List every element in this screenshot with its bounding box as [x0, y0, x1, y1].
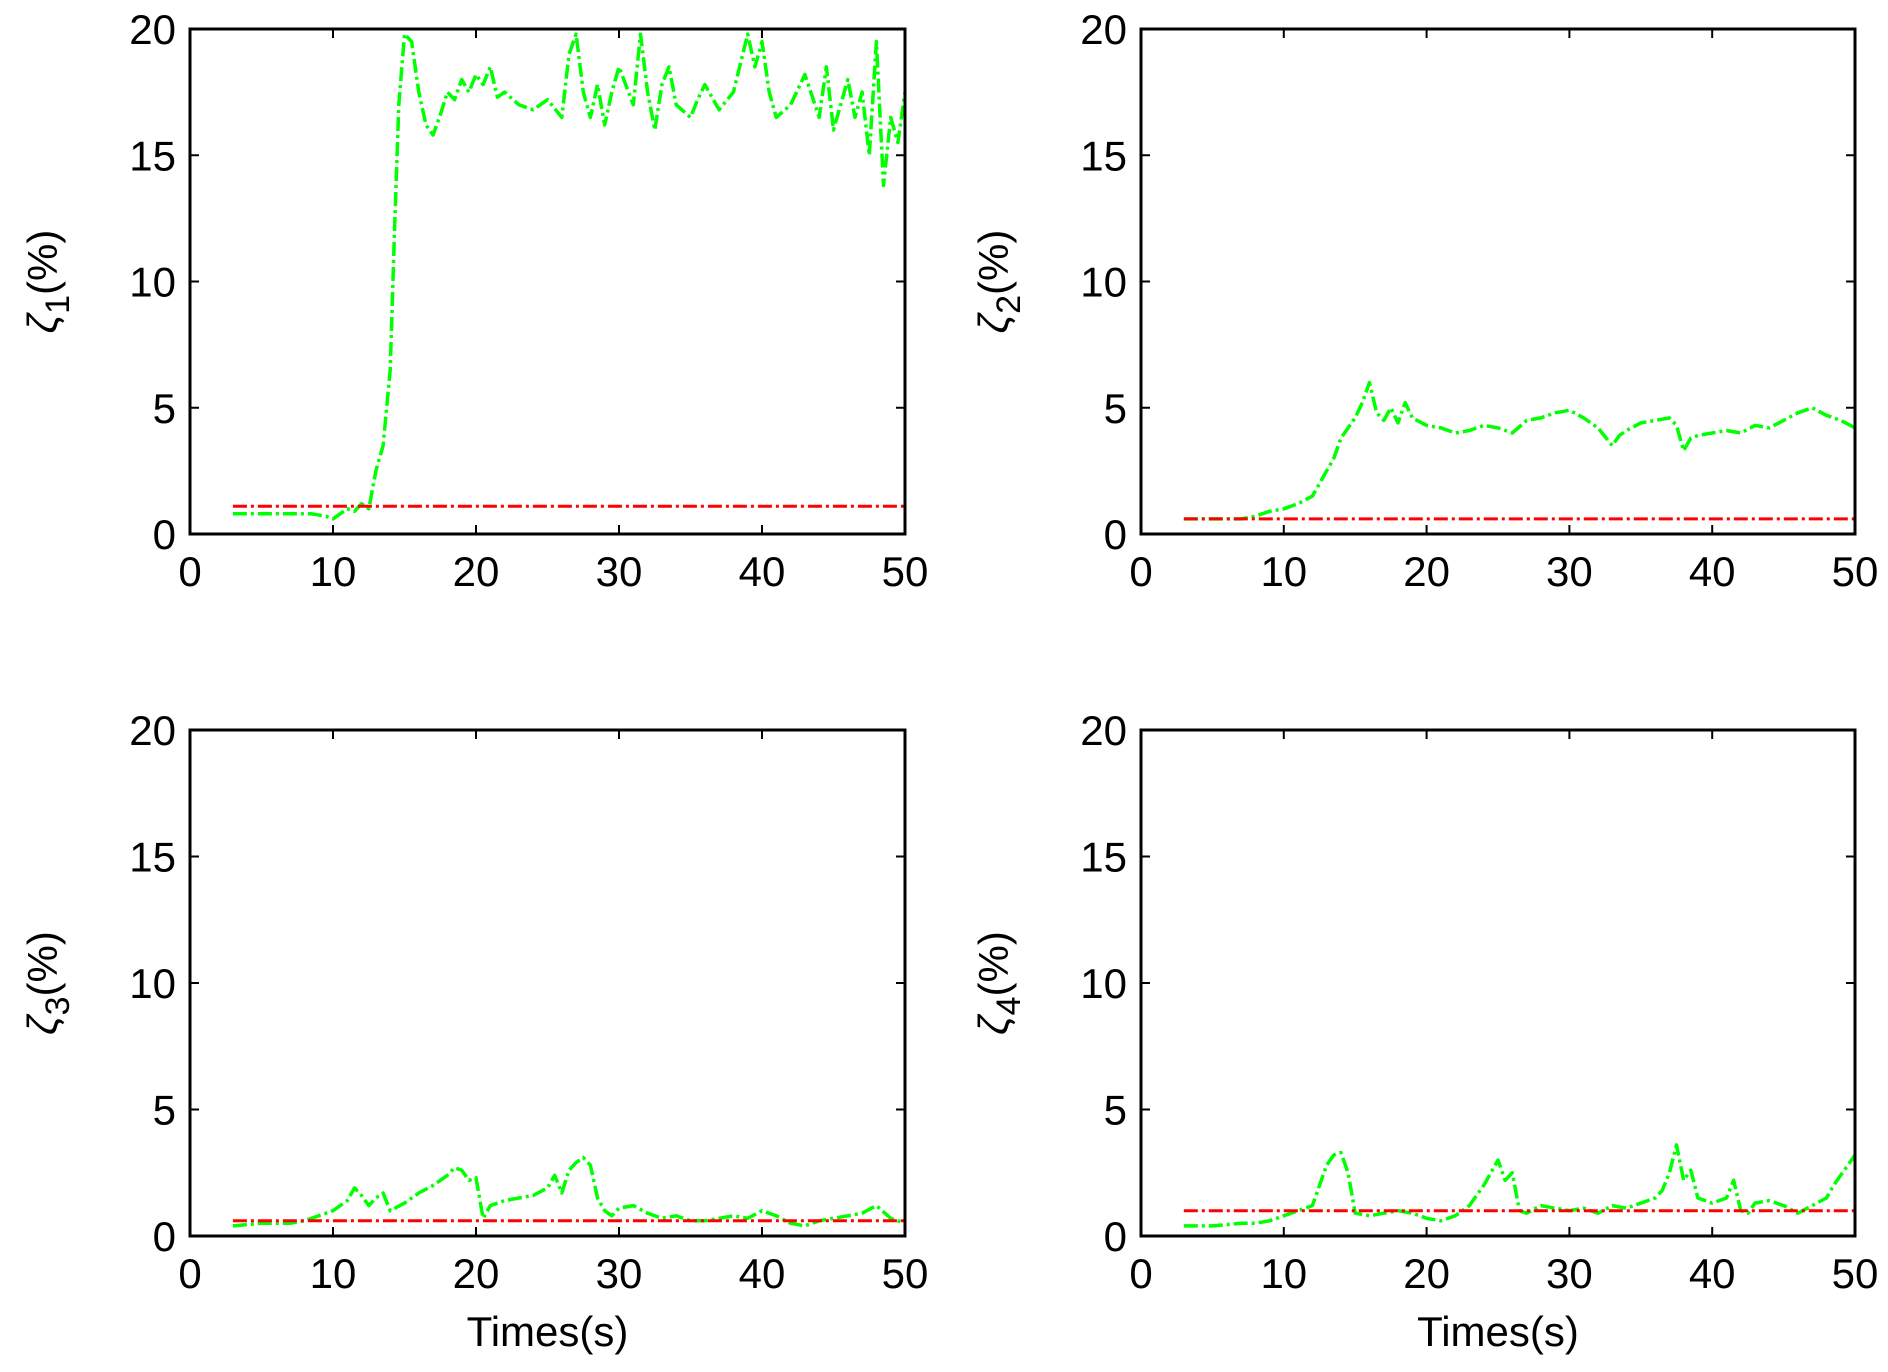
- y-tick-label: 10: [1080, 259, 1127, 306]
- y-axis-label: ζ3(%): [19, 931, 77, 1035]
- x-tick-label: 40: [739, 1250, 786, 1297]
- y-tick-label: 10: [129, 960, 176, 1007]
- x-tick-label: 40: [1689, 548, 1736, 595]
- y-axis-label-subscript: 3: [39, 996, 77, 1015]
- y-tick-label: 0: [1104, 1213, 1127, 1260]
- axes-frame: [1139, 27, 1857, 536]
- y-tick-label: 0: [153, 1213, 176, 1260]
- x-tick-label: 30: [1546, 1250, 1593, 1297]
- x-tick-label: 50: [882, 548, 929, 595]
- measured-series-line-1: [232, 32, 907, 521]
- x-tick-label: 0: [178, 548, 201, 595]
- subplot-4: 0 10 20 30 40 50 0 5 10 15 20 ζ4(%) Times(s): [970, 707, 1878, 1355]
- measured-series-line-3: [232, 1155, 906, 1228]
- y-tick-label: 10: [1080, 960, 1127, 1007]
- y-axis-label-unit: (%): [19, 230, 66, 295]
- y-tick-label: 20: [1080, 6, 1127, 53]
- y-tick-label: 5: [1104, 385, 1127, 432]
- y-tick-label: 5: [153, 385, 176, 432]
- y-tick-label: 15: [1080, 834, 1127, 881]
- y-tick-label: 5: [1104, 1087, 1127, 1134]
- x-tick-label: 10: [310, 1250, 357, 1297]
- y-tick-label: 20: [129, 6, 176, 53]
- x-tick-label: 0: [1129, 548, 1152, 595]
- y-axis-label-subscript: 2: [990, 295, 1028, 314]
- x-tick-label: 20: [1403, 548, 1450, 595]
- y-tick-label: 0: [1104, 511, 1127, 558]
- y-axis-label: ζ2(%): [970, 230, 1028, 334]
- x-tick-label: 10: [1260, 1250, 1307, 1297]
- y-axis-label-symbol: ζ: [19, 1013, 66, 1035]
- y-tick-label: 15: [129, 132, 176, 179]
- subplot-1: 0 10 20 30 40 50 0 5 10 15 20 ζ1(%): [19, 6, 928, 595]
- y-tick-label: 15: [1080, 132, 1127, 179]
- x-tick-label: 30: [596, 1250, 643, 1297]
- x-axis-label: Times(s): [1417, 1308, 1579, 1355]
- y-axis-label: ζ1(%): [19, 230, 77, 334]
- x-tick-label: 20: [453, 1250, 500, 1297]
- x-tick-label: 0: [178, 1250, 201, 1297]
- y-axis-label-symbol: ζ: [970, 311, 1017, 333]
- x-tick-label: 30: [596, 548, 643, 595]
- y-axis-label-subscript: 1: [39, 295, 77, 314]
- y-tick-label: 20: [129, 707, 176, 754]
- axes-frame: [188, 27, 907, 536]
- y-tick-label: 0: [153, 511, 176, 558]
- y-axis-label-unit: (%): [970, 931, 1017, 996]
- x-tick-label: 20: [1403, 1250, 1450, 1297]
- x-tick-label: 20: [453, 548, 500, 595]
- y-axis-label-symbol: ζ: [19, 311, 66, 333]
- x-tick-label: 10: [1260, 548, 1307, 595]
- y-axis-label-unit: (%): [970, 230, 1017, 295]
- x-tick-label: 50: [1832, 548, 1879, 595]
- x-tick-label: 30: [1546, 548, 1593, 595]
- y-tick-label: 10: [129, 259, 176, 306]
- x-tick-label: 40: [1689, 1250, 1736, 1297]
- subplot-2: 0 10 20 30 40 50 0 5 10 15 20 ζ2(%): [970, 6, 1878, 595]
- measured-series-line-4: [1183, 1143, 1857, 1228]
- y-axis-label-unit: (%): [19, 931, 66, 996]
- y-axis-label-subscript: 4: [990, 996, 1028, 1015]
- x-tick-label: 10: [310, 548, 357, 595]
- y-axis-label-symbol: ζ: [970, 1013, 1017, 1035]
- x-tick-label: 0: [1129, 1250, 1152, 1297]
- subplot-3: 0 10 20 30 40 50 0 5 10 15 20 ζ3(%) Times(s): [19, 707, 928, 1355]
- x-tick-label: 50: [882, 1250, 929, 1297]
- y-tick-label: 20: [1080, 707, 1127, 754]
- x-axis-label: Times(s): [467, 1308, 629, 1355]
- x-tick-label: 50: [1832, 1250, 1879, 1297]
- y-tick-label: 15: [129, 834, 176, 881]
- y-axis-label: ζ4(%): [970, 931, 1028, 1035]
- y-tick-label: 5: [153, 1087, 176, 1134]
- axes-frame: [188, 728, 907, 1238]
- x-tick-label: 40: [739, 548, 786, 595]
- measured-series-line-2: [1183, 380, 1856, 521]
